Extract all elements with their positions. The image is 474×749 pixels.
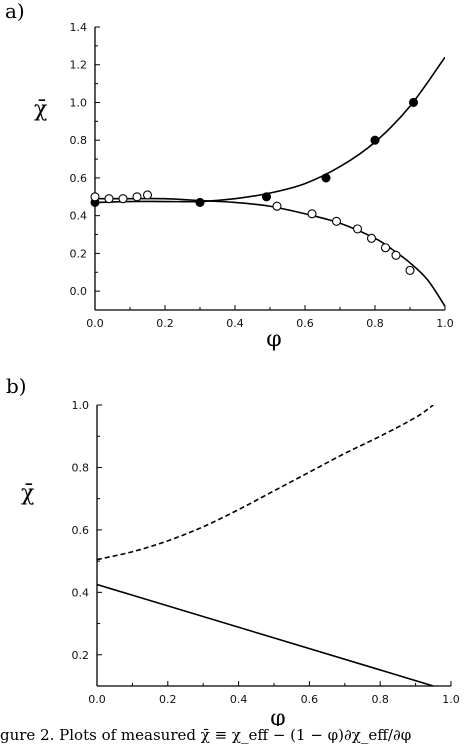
x-tick-label: 0.0 bbox=[88, 693, 106, 706]
open-data-point bbox=[405, 265, 415, 275]
open-data-point bbox=[331, 216, 342, 226]
x-tick-label: 1.0 bbox=[442, 693, 460, 706]
open-data-point bbox=[391, 250, 401, 260]
y-tick-label: 0.6 bbox=[70, 172, 88, 185]
y-tick-label: 0.4 bbox=[72, 586, 90, 599]
x-tick-label: 0.6 bbox=[296, 317, 314, 330]
x-tick-label: 0.2 bbox=[156, 317, 174, 330]
open-data-point bbox=[118, 194, 128, 204]
filled-data-point bbox=[195, 197, 205, 208]
y-tick-label: 1.0 bbox=[72, 399, 90, 412]
filled-data-point bbox=[370, 135, 380, 145]
y-tick-label: 0.0 bbox=[70, 285, 88, 298]
y-tick-label: 0.2 bbox=[70, 247, 88, 260]
panel-label: b) bbox=[6, 374, 27, 398]
y-tick-label: 1.4 bbox=[70, 21, 88, 34]
y-tick-label: 0.6 bbox=[72, 524, 90, 537]
y-tick-label: 1.2 bbox=[70, 59, 88, 72]
y-tick-label: 0.8 bbox=[70, 134, 88, 147]
x-tick-label: 0.6 bbox=[301, 693, 319, 706]
filled-data-point bbox=[261, 192, 272, 202]
panel-a: 0.0 0.2 0.4 0.6 0.8 1.0 0.0 0.2 0.4 0.6 0.8 1.0 1.2 1… bbox=[5, 0, 454, 352]
x-axis-label: φ bbox=[270, 706, 285, 726]
x-tick-label: 0.8 bbox=[371, 693, 389, 706]
x-tick-label: 0.2 bbox=[159, 693, 177, 706]
y-axis-label: χ̄ bbox=[21, 481, 34, 506]
x-tick-label: 0.0 bbox=[86, 317, 104, 330]
panel-b: 0.0 0.2 0.4 0.6 0.8 1.0 0.2 0.4 0.6 0.8 1.0 b) χ̄ φ bbox=[6, 374, 460, 726]
panel-label: a) bbox=[5, 0, 25, 23]
filled-data-point bbox=[408, 97, 419, 108]
x-tick-label: 0.4 bbox=[230, 693, 248, 706]
y-tick-label: 1.0 bbox=[70, 96, 88, 109]
open-data-point bbox=[132, 192, 142, 202]
series-line-1 bbox=[97, 583, 434, 686]
y-tick-label: 0.2 bbox=[72, 649, 90, 662]
y-tick-label: 0.8 bbox=[72, 461, 90, 474]
series-line-2 bbox=[95, 56, 445, 204]
x-tick-label: 0.8 bbox=[366, 317, 384, 330]
open-data-point bbox=[142, 190, 153, 200]
open-data-point bbox=[272, 201, 282, 211]
series-line-0 bbox=[97, 405, 434, 561]
open-data-point bbox=[104, 194, 114, 204]
x-tick-label: 1.0 bbox=[436, 317, 454, 330]
x-axis-label: φ bbox=[266, 327, 281, 352]
open-data-point bbox=[307, 209, 317, 219]
y-axis-label: χ̄ bbox=[34, 97, 47, 122]
open-data-point bbox=[380, 243, 391, 253]
y-tick-label: 0.4 bbox=[70, 210, 88, 223]
figure-caption: gure 2. Plots of measured χ̄ ≡ χ_eff − (… bbox=[0, 726, 412, 744]
series-line-3 bbox=[95, 197, 445, 307]
filled-data-point bbox=[321, 173, 331, 183]
x-tick-label: 0.4 bbox=[226, 317, 244, 330]
open-data-point bbox=[366, 233, 377, 243]
open-data-point bbox=[90, 192, 100, 202]
open-data-point bbox=[352, 224, 363, 234]
figure: 0.0 0.2 0.4 0.6 0.8 1.0 0.0 0.2 0.4 0.6 0.8 1.0 1.2 1… bbox=[5, 0, 460, 726]
